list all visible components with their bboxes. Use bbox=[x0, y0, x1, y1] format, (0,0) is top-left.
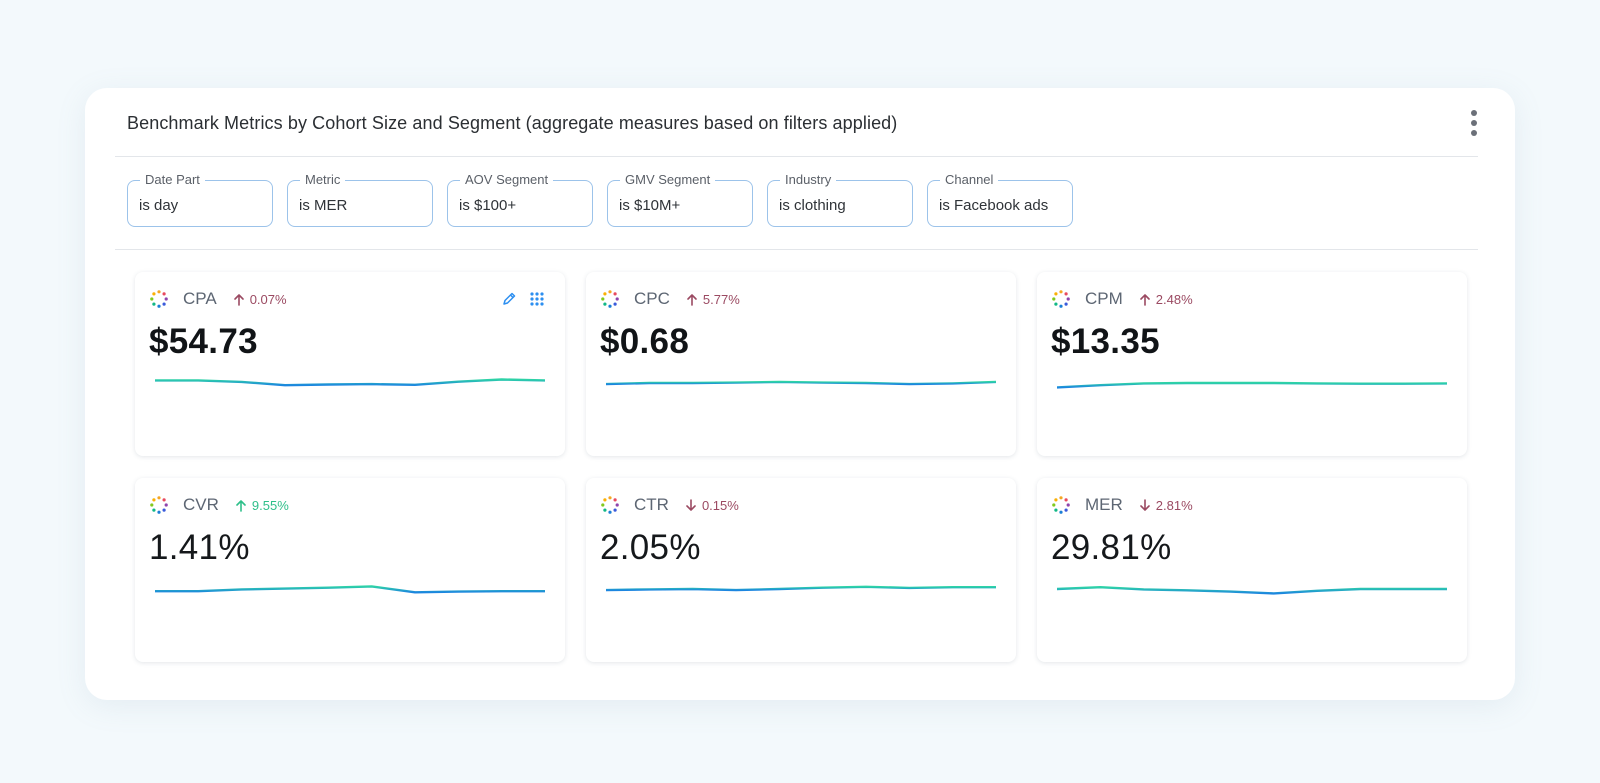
arrow-up-icon bbox=[687, 293, 697, 306]
arrow-up-icon bbox=[1139, 293, 1150, 306]
spinner-dots-icon bbox=[1052, 290, 1070, 308]
metric-card-cpm[interactable]: CPM 2.48% $13.35 bbox=[1037, 272, 1467, 456]
sparkline-path bbox=[1057, 381, 1447, 389]
filter-label: Channel bbox=[940, 172, 999, 188]
filter-bar: Date Part is day Metric is MER AOV Segme… bbox=[127, 172, 1073, 227]
metric-name: MER bbox=[1085, 495, 1123, 514]
metric-value: 29.81% bbox=[1051, 528, 1172, 567]
filter-value: is clothing bbox=[779, 197, 846, 214]
filter-value: is $10M+ bbox=[619, 197, 681, 214]
metric-card-cpa[interactable]: CPA 0.07% $54.73 bbox=[135, 272, 565, 456]
arrow-up-icon bbox=[236, 499, 246, 512]
arrow-up-icon bbox=[233, 293, 244, 306]
card-actions bbox=[501, 291, 545, 307]
more-vertical-icon[interactable] bbox=[1463, 103, 1485, 143]
spinner-dots-icon bbox=[1052, 496, 1070, 514]
sparkline-path bbox=[606, 380, 996, 386]
metric-name: CVR bbox=[183, 495, 219, 514]
panel-header: Benchmark Metrics by Cohort Size and Seg… bbox=[115, 88, 1485, 158]
spinner-dots-icon bbox=[150, 496, 168, 514]
metric-card-mer[interactable]: MER 2.81% 29.81% bbox=[1037, 478, 1467, 662]
metric-value: $54.73 bbox=[149, 322, 258, 361]
metric-delta: 2.81% bbox=[1139, 498, 1193, 513]
metric-name: CPA bbox=[183, 289, 217, 308]
card-header: CPA 0.07% bbox=[149, 287, 545, 311]
sparkline-path bbox=[155, 378, 545, 387]
card-header: CPC 5.77% bbox=[600, 287, 996, 311]
sparkline-path bbox=[1057, 585, 1447, 595]
filter-label: Metric bbox=[300, 172, 346, 188]
filter-label: GMV Segment bbox=[620, 172, 716, 188]
metric-value: $0.68 bbox=[600, 322, 690, 361]
card-header: CVR 9.55% bbox=[149, 493, 545, 517]
sparkline bbox=[606, 585, 996, 592]
metric-cards-grid: CPA 0.07% $54.73 bbox=[135, 272, 1467, 662]
filter-label: Industry bbox=[780, 172, 837, 188]
card-header: CPM 2.48% bbox=[1051, 287, 1447, 311]
filter-aov-segment[interactable]: AOV Segment is $100+ bbox=[447, 172, 593, 227]
spinner-dots-icon bbox=[150, 290, 168, 308]
filter-value: is MER bbox=[299, 197, 348, 214]
metric-delta: 5.77% bbox=[686, 292, 740, 307]
metric-delta-value: 5.77% bbox=[702, 291, 740, 307]
sparkline-path bbox=[155, 585, 545, 594]
filter-label: AOV Segment bbox=[460, 172, 554, 188]
metric-value: 2.05% bbox=[600, 528, 701, 567]
card-header: MER 2.81% bbox=[1051, 493, 1447, 517]
grid-dots-icon[interactable] bbox=[529, 291, 545, 307]
metric-delta-value: 0.07% bbox=[249, 291, 287, 307]
card-header: CTR 0.15% bbox=[600, 493, 996, 517]
arrow-down-icon bbox=[1139, 498, 1150, 511]
metric-name: CPC bbox=[634, 289, 670, 308]
filter-value: is day bbox=[139, 197, 179, 214]
filter-date-part[interactable]: Date Part is day bbox=[127, 172, 273, 227]
filter-value: is $100+ bbox=[459, 197, 517, 214]
filter-industry[interactable]: Industry is clothing bbox=[767, 172, 913, 227]
benchmark-panel: Benchmark Metrics by Cohort Size and Seg… bbox=[85, 88, 1515, 700]
sparkline bbox=[155, 585, 545, 594]
sparkline bbox=[1057, 381, 1447, 389]
filter-value: is Facebook ads bbox=[939, 197, 1049, 214]
header-divider bbox=[115, 156, 1478, 157]
sparkline bbox=[155, 378, 545, 387]
sparkline-path bbox=[606, 585, 996, 592]
metric-delta: 0.15% bbox=[685, 498, 739, 513]
metric-delta-value: 2.48% bbox=[1155, 291, 1193, 307]
metric-delta-value: 9.55% bbox=[251, 497, 289, 513]
spinner-dots-icon bbox=[601, 496, 619, 514]
metric-name: CPM bbox=[1085, 289, 1123, 308]
metric-delta: 0.07% bbox=[233, 292, 287, 307]
metric-card-ctr[interactable]: CTR 0.15% 2.05% bbox=[586, 478, 1016, 662]
metric-delta-value: 0.15% bbox=[701, 497, 739, 513]
sparkline bbox=[606, 380, 996, 386]
filter-label: Date Part bbox=[140, 172, 205, 188]
sparkline bbox=[1057, 585, 1447, 595]
metric-delta: 9.55% bbox=[235, 498, 289, 513]
metric-value: $13.35 bbox=[1051, 322, 1160, 361]
metric-card-cvr[interactable]: CVR 9.55% 1.41% bbox=[135, 478, 565, 662]
filter-divider bbox=[115, 249, 1478, 250]
metric-delta: 2.48% bbox=[1139, 292, 1193, 307]
metric-delta-value: 2.81% bbox=[1155, 497, 1193, 513]
panel-title: Benchmark Metrics by Cohort Size and Seg… bbox=[127, 112, 898, 133]
metric-name: CTR bbox=[634, 495, 669, 514]
filter-channel[interactable]: Channel is Facebook ads bbox=[927, 172, 1073, 227]
metric-value: 1.41% bbox=[149, 528, 250, 567]
pencil-icon[interactable] bbox=[501, 291, 517, 307]
spinner-dots-icon bbox=[601, 290, 619, 308]
filter-gmv-segment[interactable]: GMV Segment is $10M+ bbox=[607, 172, 753, 227]
metric-card-cpc[interactable]: CPC 5.77% $0.68 bbox=[586, 272, 1016, 456]
arrow-down-icon bbox=[686, 498, 696, 511]
filter-metric[interactable]: Metric is MER bbox=[287, 172, 433, 227]
